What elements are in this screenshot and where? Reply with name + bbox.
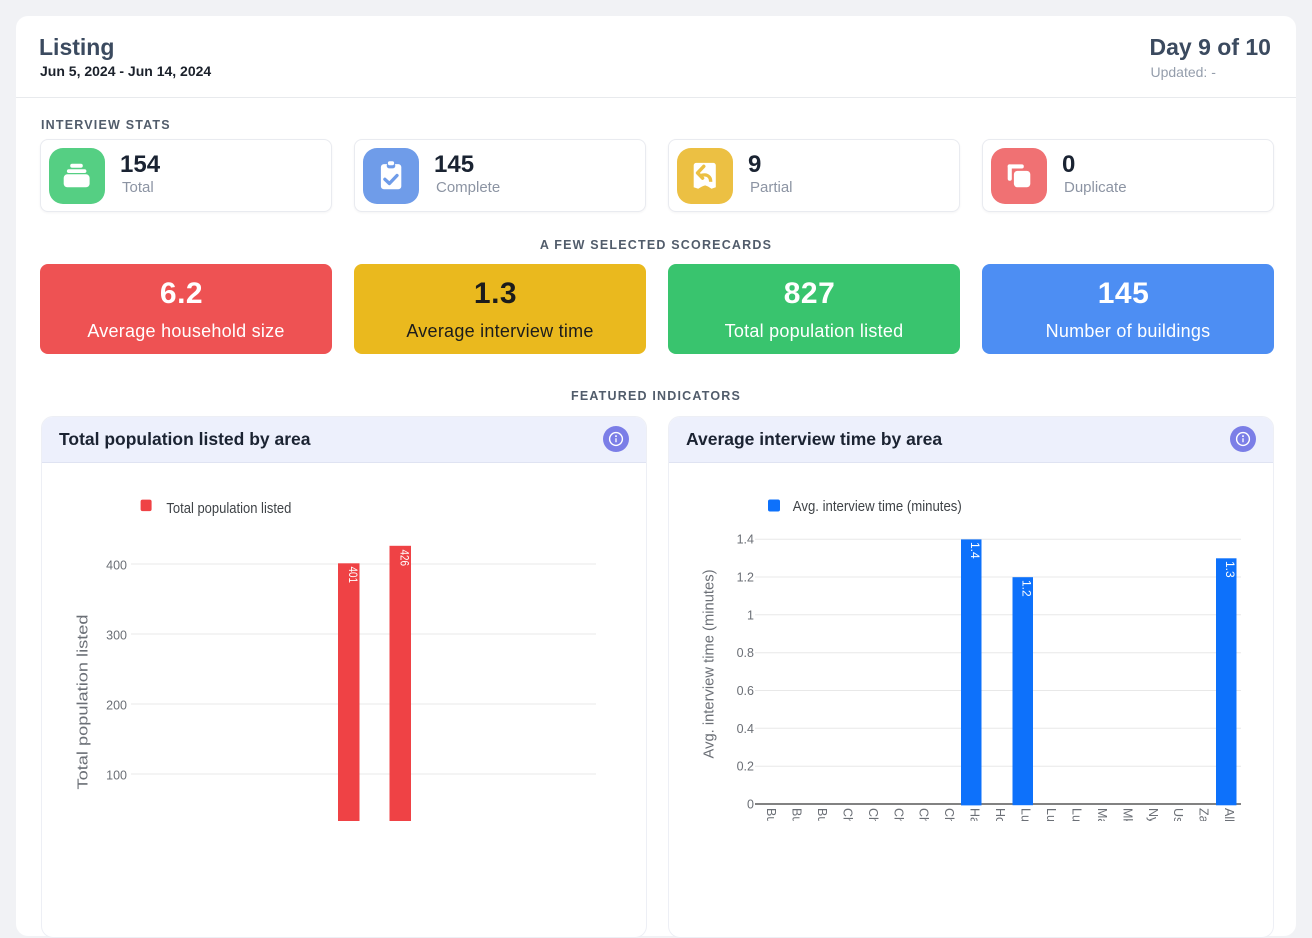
svg-text:426: 426 (397, 550, 409, 567)
svg-text:Chibungo: Chibungo (917, 808, 931, 821)
svg-text:400: 400 (106, 558, 127, 572)
svg-text:Chole: Chole (942, 808, 956, 821)
svg-text:1.3: 1.3 (1223, 561, 1237, 578)
svg-text:Chabula: Chabula (840, 808, 854, 821)
svg-text:Luchelele: Luchelele (1019, 808, 1033, 821)
svg-text:1.2: 1.2 (737, 571, 754, 585)
svg-text:Buhongwa: Buhongwa (764, 808, 778, 821)
svg-text:Avg. interview time (minutes): Avg. interview time (minutes) (793, 498, 962, 515)
svg-text:Avg. interview time (minutes): Avg. interview time (minutes) (701, 570, 718, 759)
svg-text:0.8: 0.8 (737, 646, 754, 660)
svg-text:Albasu: Albasu (1222, 808, 1236, 821)
svg-text:Butimba: Butimba (815, 808, 829, 821)
svg-text:Bulale: Bulale (790, 808, 804, 821)
svg-text:Chamwino: Chamwino (866, 808, 880, 821)
svg-text:1.4: 1.4 (968, 542, 982, 559)
svg-text:100: 100 (106, 768, 127, 782)
svg-text:300: 300 (106, 628, 127, 642)
svg-text:1.4: 1.4 (737, 533, 754, 547)
svg-text:Mkolani: Mkolani (1120, 808, 1134, 821)
svg-text:0: 0 (747, 798, 754, 812)
svg-text:Hartebeest: Hartebeest (968, 808, 982, 821)
svg-text:0.6: 0.6 (737, 684, 754, 698)
svg-text:Lushoto: Lushoto (1069, 808, 1083, 821)
svg-text:200: 200 (106, 698, 127, 712)
svg-text:Total population listed: Total population listed (75, 615, 92, 790)
svg-text:Nyamagana: Nyamagana (1146, 808, 1160, 821)
svg-text:Ludewa: Ludewa (1044, 808, 1058, 821)
svg-text:0.4: 0.4 (737, 722, 754, 736)
svg-text:Total population listed: Total population listed (166, 500, 291, 517)
svg-text:1.2: 1.2 (1020, 580, 1034, 597)
svg-text:Zanzibar: Zanzibar (1197, 808, 1211, 821)
svg-text:Hombolo: Hombolo (993, 808, 1007, 821)
svg-text:401: 401 (346, 567, 358, 584)
svg-text:Mabatini: Mabatini (1095, 808, 1109, 821)
svg-text:1: 1 (747, 608, 754, 622)
svg-text:Chandulu: Chandulu (891, 808, 905, 821)
svg-text:Usagara: Usagara (1171, 808, 1185, 821)
svg-text:0.2: 0.2 (737, 760, 754, 774)
